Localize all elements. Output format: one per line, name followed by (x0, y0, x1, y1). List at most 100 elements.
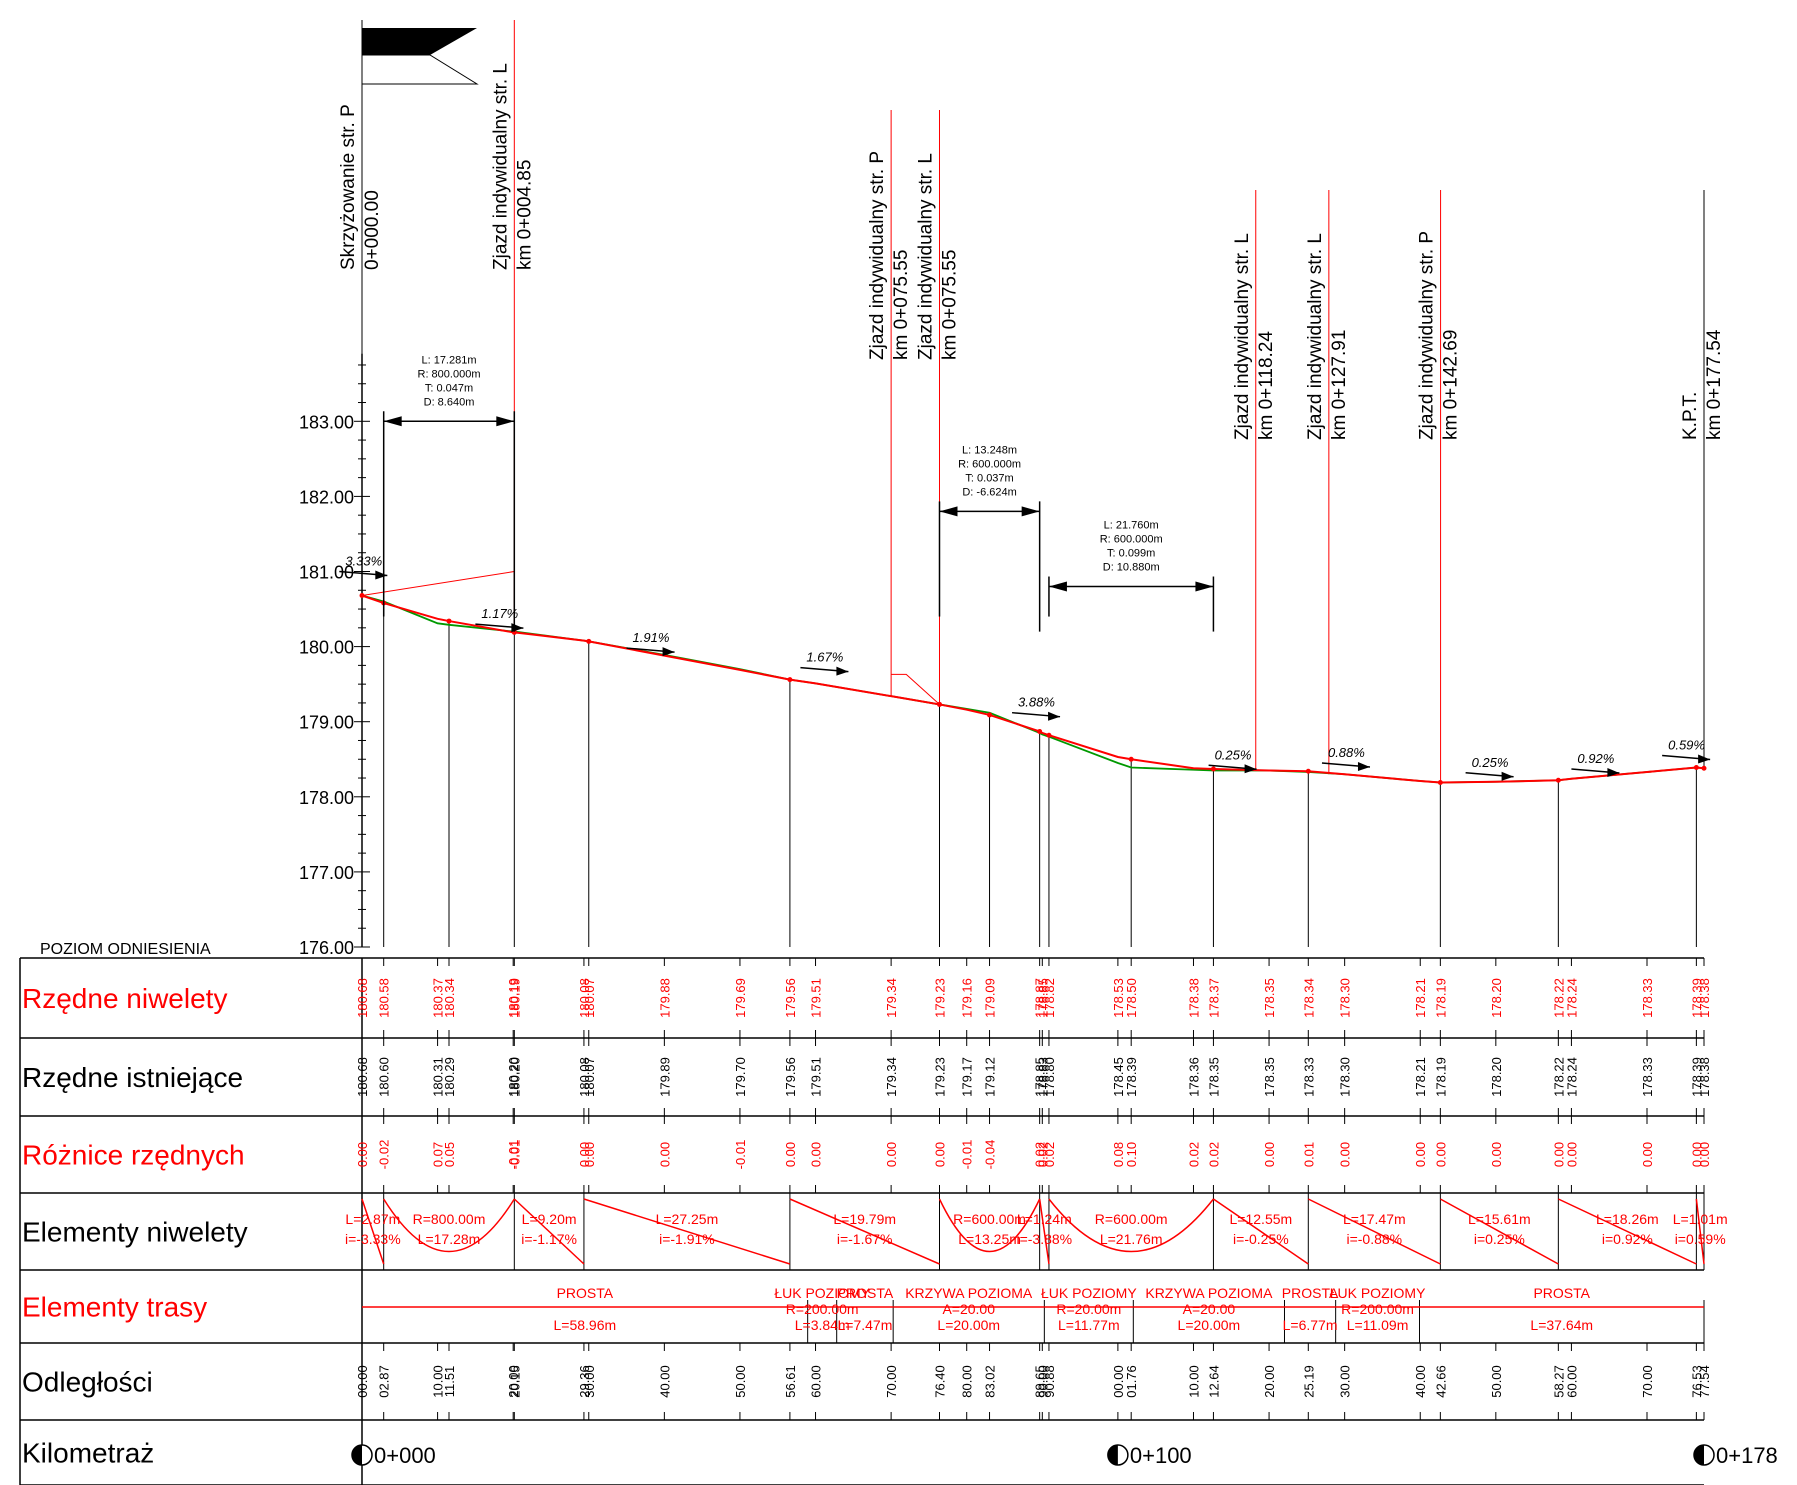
roznice-value: 0.00 (1640, 1142, 1655, 1167)
istniejace-value: 178.80 (1042, 1057, 1057, 1097)
roznice-cell: 0.00 (1338, 1142, 1353, 1167)
istniejace-cell: 179.34 (884, 1057, 899, 1097)
curve-param: R: 800.000m (418, 368, 481, 380)
slope-arrow-head (836, 666, 849, 676)
vertical-curve-symbol (1048, 1198, 1215, 1253)
el-trasy-length: L=6.77m (1283, 1317, 1338, 1333)
odleglosci-value: 77.54 (1697, 1365, 1712, 1398)
slope-arrow-head (1607, 768, 1620, 778)
odleglosci-cell: 25.19 (1301, 1365, 1316, 1398)
roznice-value: 0.07 (431, 1142, 446, 1167)
roznice-value: 0.00 (1413, 1142, 1428, 1167)
km-marker-icon (352, 1445, 362, 1465)
niwelety-cell: 178.38 (1697, 978, 1712, 1018)
istniejace-cell: 180.20 (507, 1057, 522, 1097)
marker-name: Zjazd indywidualny str. L (1232, 233, 1253, 440)
roznice-value: 0.02 (1186, 1142, 1201, 1167)
grade-segment-symbol (513, 1198, 585, 1265)
curve-param: T: 0.099m (1107, 548, 1155, 560)
niwelety-value: 180.34 (442, 978, 457, 1018)
grade-point (987, 712, 993, 718)
roznice-cell: -0.01 (960, 1140, 975, 1170)
niwelety-cell: 180.08 (577, 978, 592, 1018)
el-trasy-type: KRZYWA POZIOMA (1145, 1285, 1273, 1301)
niwelety-value: 178.34 (1301, 978, 1316, 1018)
niwelety-cell: 178.33 (1640, 978, 1655, 1018)
el-niwelety-label: i=0.92% (1602, 1231, 1653, 1247)
slope-arrow-head (1501, 771, 1514, 781)
niwelety-cell: 179.69 (733, 978, 748, 1018)
odleglosci-cell: 20.15 (507, 1365, 522, 1398)
slope-label: 0.25% (1472, 755, 1509, 770)
odleglosci-value: 70.00 (1640, 1365, 1655, 1398)
km-marker-icon (1694, 1445, 1704, 1465)
el-niwelety-label: R=600.00m (1095, 1211, 1168, 1227)
istniejace-value: 178.20 (1489, 1057, 1504, 1097)
el-trasy-param: R=200.00m (1341, 1301, 1414, 1317)
slope-label: 3.88% (1018, 695, 1055, 710)
niwelety-cell: 178.53 (1111, 978, 1126, 1018)
vertical-curve-annotations: L: 17.281m R: 800.000m T: 0.047m D: 8.640m L… (382, 354, 1215, 632)
curve-param: T: 0.047m (425, 382, 473, 394)
istniejace-value: 178.19 (1433, 1057, 1448, 1097)
istniejace-cell: 178.30 (1338, 1057, 1353, 1097)
odleglosci-value: 00.00 (1111, 1365, 1126, 1398)
roznice-cell: 0.08 (1111, 1142, 1126, 1167)
niwelety-value: 180.19 (507, 978, 522, 1018)
curve-param: R: 600.000m (958, 458, 1021, 470)
marker-name: Zjazd indywidualny str. P (1417, 231, 1438, 440)
el-trasy-type: KRZYWA POZIOMA (905, 1285, 1033, 1301)
niwelety-value: 180.08 (577, 978, 592, 1018)
grade-segment-symbol (1695, 1198, 1705, 1265)
slope-label: 0.88% (1328, 745, 1365, 760)
istniejace-cell: 178.35 (1206, 1057, 1221, 1097)
roznice-value: 0.02 (1042, 1142, 1057, 1167)
niwelety-value: 178.53 (1111, 978, 1126, 1018)
el-niwelety-label: L=18.26m (1596, 1211, 1659, 1227)
odleglosci-value: 70.00 (884, 1365, 899, 1398)
roznice-cell: -0.01 (506, 1140, 521, 1170)
roznice-cell: 0.00 (577, 1142, 592, 1167)
istniejace-cell: 178.35 (1262, 1057, 1277, 1097)
niwelety-value: 178.87 (1033, 978, 1048, 1018)
odleglosci-cell: 90.88 (1042, 1365, 1057, 1398)
marker-name: Zjazd indywidualny str. P (867, 151, 888, 360)
istniejace-value: 180.20 (507, 1057, 522, 1097)
niwelety-value: 179.51 (809, 978, 824, 1018)
odleglosci-cell: 50.00 (733, 1365, 748, 1398)
odleglosci-value: 10.00 (1186, 1365, 1201, 1398)
axis-tick-label: 177.00 (299, 863, 354, 883)
istniejace-value: 180.07 (582, 1057, 597, 1097)
roznice-value: 0.00 (355, 1142, 370, 1167)
grade-point (1128, 756, 1134, 762)
grade-segment-symbol (1213, 1198, 1309, 1265)
dimension-arrow (383, 416, 402, 427)
row-label-roznice: Różnice rzędnych (22, 1140, 245, 1171)
curve-param: D: -6.624m (962, 486, 1016, 498)
roznice-cell: 0.00 (355, 1142, 370, 1167)
niwelety-cell: 178.35 (1262, 978, 1277, 1018)
roznice-value: 0.00 (1564, 1142, 1579, 1167)
niwelety-value: 178.21 (1413, 978, 1428, 1018)
istniejace-cell: 178.20 (1489, 1057, 1504, 1097)
curve-param: L: 17.281m (421, 354, 476, 366)
odleglosci-cell: 20.00 (1262, 1365, 1277, 1398)
grade-point (1693, 765, 1699, 771)
roznice-cell: 0.00 (783, 1142, 798, 1167)
odleglosci-cell: 90.00 (1035, 1365, 1050, 1398)
el-trasy-length: L=3.84m (795, 1317, 850, 1333)
istniejace-value: 180.29 (442, 1057, 457, 1097)
istniejace-value: 178.22 (1551, 1057, 1566, 1097)
grade-point (1437, 780, 1443, 786)
roznice-value: 0.00 (1338, 1142, 1353, 1167)
marker-name: Zjazd indywidualny str. L (1305, 233, 1326, 440)
el-niwelety-label: i=-1.91% (659, 1231, 715, 1247)
km-label: 0+000 (374, 1443, 436, 1468)
slope-label: 0.25% (1215, 747, 1252, 762)
odleglosci-cell: 42.66 (1433, 1365, 1448, 1398)
niwelety-cell: 179.88 (657, 978, 672, 1018)
roznice-value: 0.00 (884, 1142, 899, 1167)
